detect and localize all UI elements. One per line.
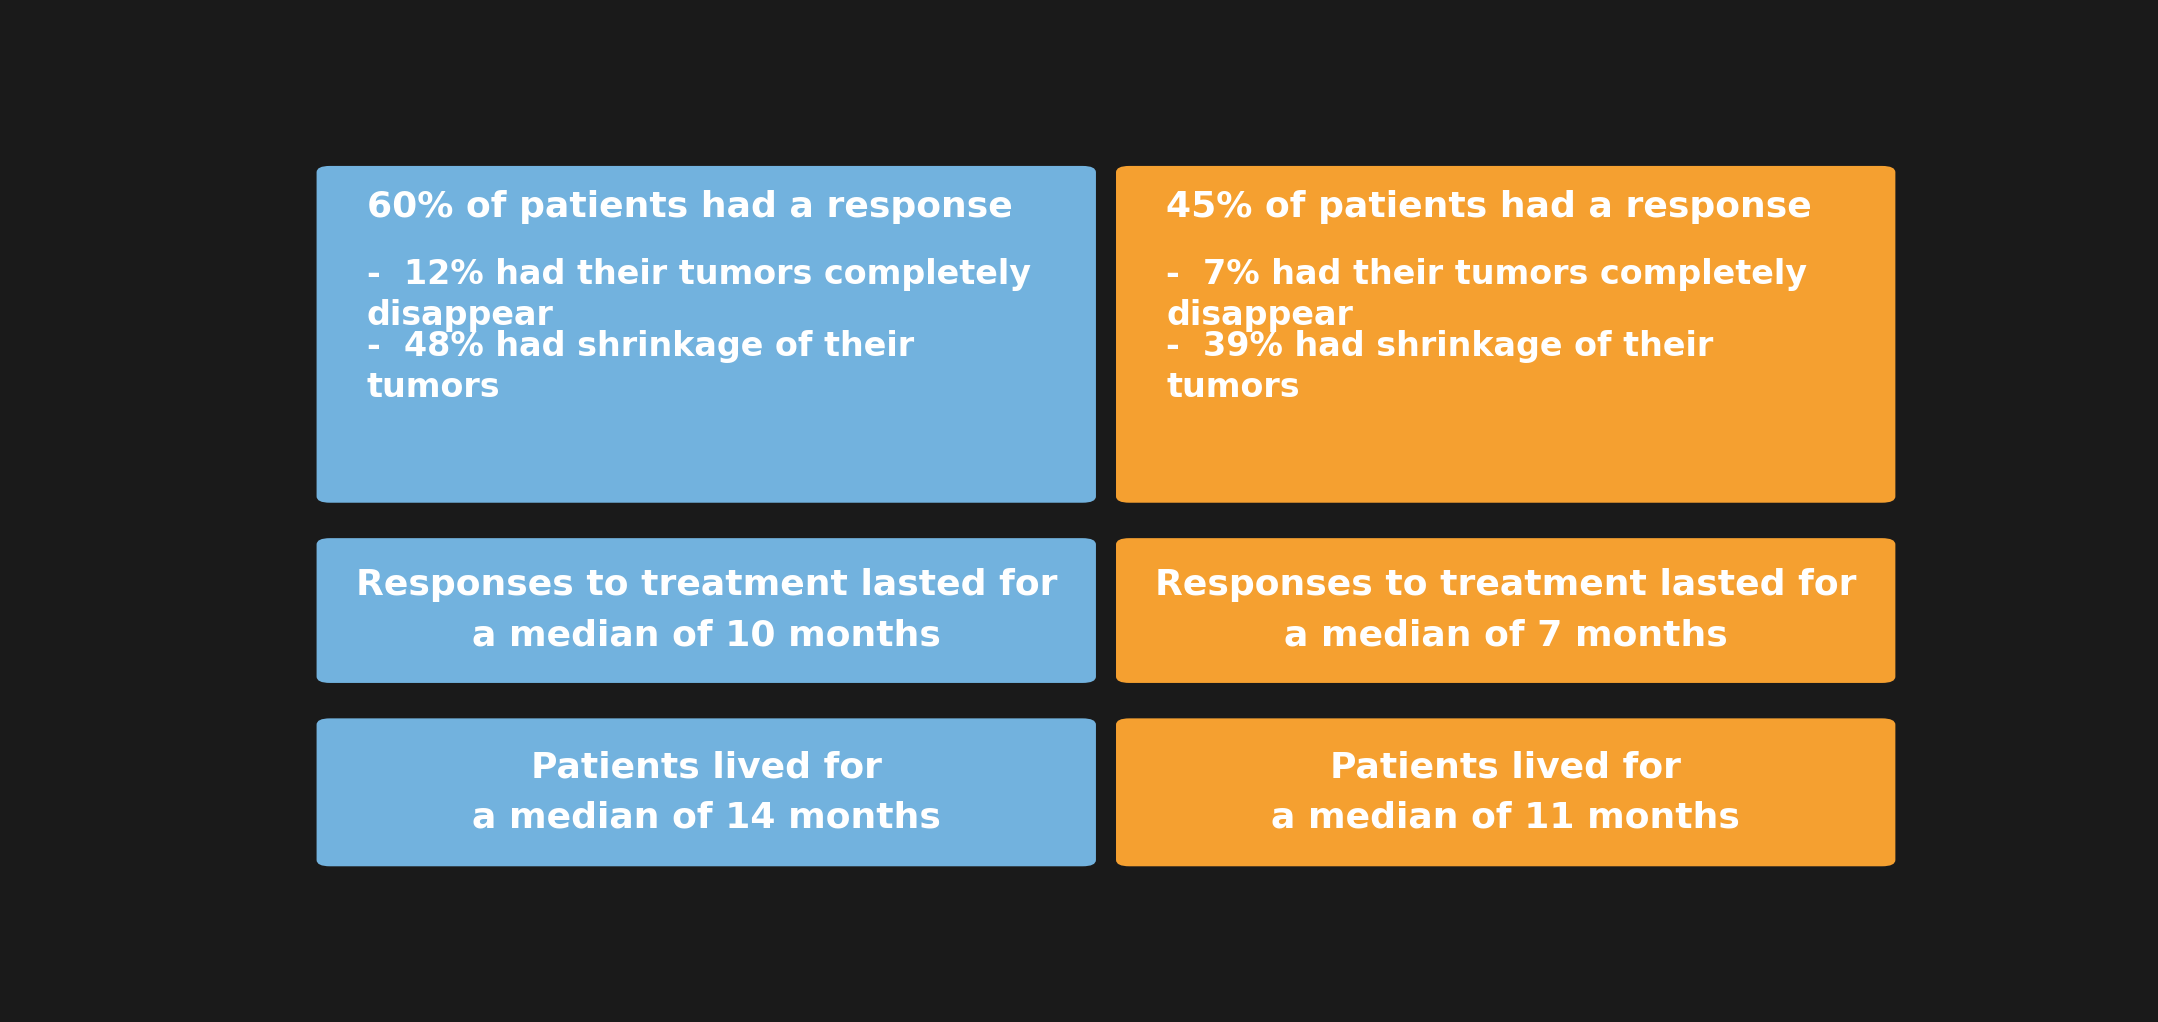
Text: Patients lived for
a median of 11 months: Patients lived for a median of 11 months [1271,750,1739,834]
Text: -  48% had shrinkage of their
tumors: - 48% had shrinkage of their tumors [367,330,913,404]
Text: Responses to treatment lasted for
a median of 10 months: Responses to treatment lasted for a medi… [356,568,1057,653]
Text: 45% of patients had a response: 45% of patients had a response [1165,189,1813,224]
FancyBboxPatch shape [317,718,1096,867]
FancyBboxPatch shape [1116,718,1895,867]
FancyBboxPatch shape [1116,539,1895,683]
Text: Patients lived for
a median of 14 months: Patients lived for a median of 14 months [473,750,941,834]
Text: Responses to treatment lasted for
a median of 7 months: Responses to treatment lasted for a medi… [1155,568,1856,653]
Text: -  7% had their tumors completely
disappear: - 7% had their tumors completely disappe… [1165,259,1806,332]
Text: -  39% had shrinkage of their
tumors: - 39% had shrinkage of their tumors [1165,330,1713,404]
Text: -  12% had their tumors completely
disappear: - 12% had their tumors completely disapp… [367,259,1032,332]
FancyBboxPatch shape [317,539,1096,683]
Text: 60% of patients had a response: 60% of patients had a response [367,189,1012,224]
FancyBboxPatch shape [1116,166,1895,503]
FancyBboxPatch shape [317,166,1096,503]
